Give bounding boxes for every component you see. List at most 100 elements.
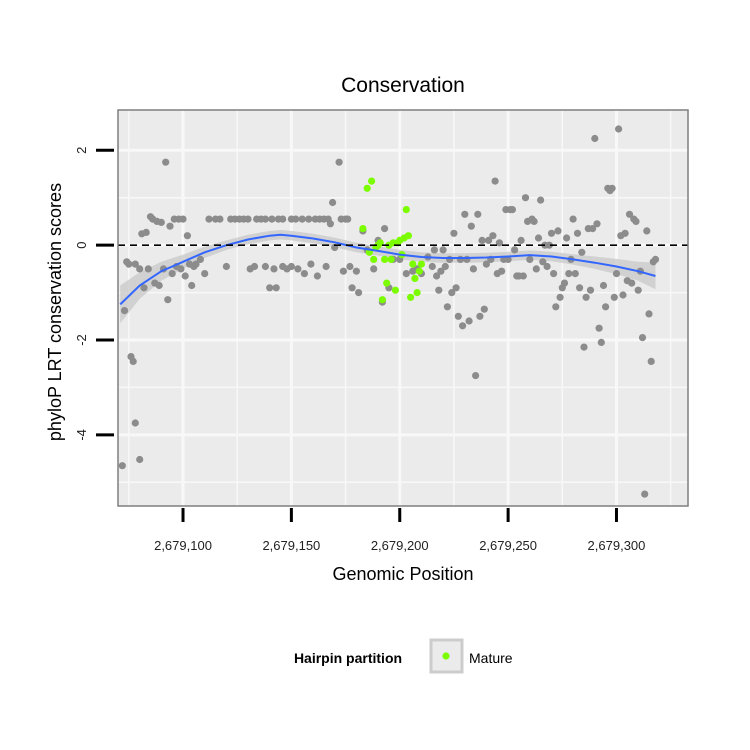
- other-point: [430, 246, 438, 254]
- other-point: [602, 303, 610, 311]
- other-point: [586, 286, 595, 294]
- other-point: [446, 255, 454, 263]
- other-point: [448, 289, 456, 297]
- other-point: [222, 262, 230, 271]
- other-point: [597, 338, 605, 346]
- other-point: [140, 284, 148, 292]
- other-point: [454, 312, 462, 320]
- mature-point: [387, 255, 395, 263]
- other-point: [463, 255, 471, 263]
- other-point: [476, 312, 484, 320]
- other-point: [563, 234, 571, 242]
- y-tick-label: -2: [74, 334, 89, 346]
- other-point: [355, 289, 363, 297]
- other-point: [268, 215, 276, 223]
- other-point: [192, 260, 200, 268]
- other-point: [439, 246, 447, 254]
- other-point: [628, 279, 636, 287]
- other-point: [554, 227, 562, 235]
- other-point: [339, 267, 347, 275]
- mature-point: [409, 260, 417, 268]
- other-point: [346, 262, 354, 271]
- other-point: [599, 281, 608, 290]
- x-tick-label: 2,679,200: [371, 538, 429, 553]
- mature-point: [404, 232, 412, 240]
- other-point: [261, 262, 269, 271]
- mature-point: [411, 274, 419, 282]
- mature-point: [363, 184, 371, 192]
- smooth-line-layer: [119, 233, 656, 306]
- other-point: [144, 265, 152, 273]
- other-point: [326, 220, 334, 228]
- other-point: [632, 217, 640, 225]
- other-point: [164, 296, 172, 304]
- mature-point: [391, 286, 399, 294]
- other-point: [504, 255, 512, 263]
- other-point: [244, 215, 252, 223]
- other-point: [550, 270, 558, 278]
- mature-point: [378, 296, 386, 304]
- other-point: [352, 267, 360, 275]
- other-point: [519, 272, 527, 280]
- other-point: [136, 455, 144, 464]
- plot-panel: [117, 109, 689, 507]
- other-point: [298, 215, 306, 223]
- other-point: [489, 232, 497, 240]
- mature-point: [407, 293, 415, 301]
- other-point: [539, 258, 547, 266]
- legend-key-mature: [442, 652, 450, 660]
- other-point: [510, 246, 519, 254]
- other-point: [294, 265, 302, 273]
- other-point: [344, 215, 352, 223]
- other-point: [129, 357, 137, 365]
- other-point: [465, 317, 473, 325]
- other-point: [565, 270, 573, 278]
- other-point: [537, 196, 545, 204]
- other-point: [177, 265, 185, 273]
- other-point: [619, 291, 627, 299]
- other-point: [125, 260, 133, 268]
- legend-label-mature: Mature: [469, 650, 513, 666]
- other-point: [472, 372, 480, 380]
- other-point: [467, 222, 475, 230]
- other-point: [532, 265, 540, 273]
- confidence-ribbon: [120, 230, 656, 324]
- mature-point: [415, 267, 423, 275]
- other-point: [621, 229, 629, 237]
- other-point: [183, 232, 191, 240]
- other-point: [534, 234, 543, 242]
- other-point: [485, 236, 493, 244]
- mature-point: [381, 255, 389, 263]
- mature-point: [370, 255, 378, 263]
- other-point: [595, 324, 603, 332]
- x-tick-label: 2,679,250: [479, 538, 537, 553]
- x-tick-label: 2,679,150: [262, 538, 320, 553]
- legend: Hairpin partition Mature: [294, 638, 513, 674]
- other-point: [196, 255, 204, 263]
- other-point: [456, 255, 464, 263]
- y-tick-label: -4: [74, 429, 89, 441]
- other-point: [118, 462, 126, 470]
- other-point: [155, 281, 163, 290]
- other-point: [305, 215, 313, 223]
- other-point: [647, 357, 655, 365]
- other-point: [569, 215, 577, 223]
- other-point: [443, 303, 451, 311]
- other-point: [582, 293, 590, 301]
- panel-background: [118, 110, 688, 506]
- other-point: [329, 198, 337, 207]
- other-point: [552, 303, 560, 311]
- other-point: [491, 177, 499, 185]
- other-point: [498, 267, 506, 275]
- panel-border: [117, 109, 689, 507]
- other-point: [157, 218, 165, 226]
- other-point: [335, 158, 343, 166]
- other-point: [272, 284, 280, 292]
- other-point: [381, 225, 389, 233]
- other-point: [469, 265, 477, 273]
- legend-key-box: [429, 638, 464, 674]
- other-point: [250, 262, 259, 271]
- legend-title: Hairpin partition: [294, 650, 402, 666]
- other-point: [530, 217, 538, 225]
- other-point: [571, 270, 579, 278]
